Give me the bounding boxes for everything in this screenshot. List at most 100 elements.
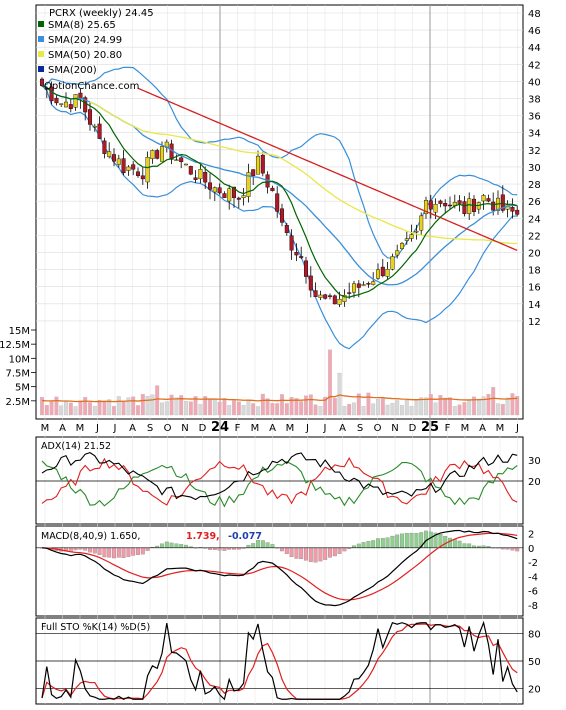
macd-histogram-bar <box>337 547 342 554</box>
volume-bar <box>376 399 380 416</box>
volume-bar <box>467 399 472 416</box>
macd-histogram-bar <box>452 539 457 548</box>
price-tick-label: 26 <box>528 197 541 208</box>
volume-bar <box>236 401 241 416</box>
macd-histogram-bar <box>395 534 400 548</box>
price-tick-label: 42 <box>528 60 541 71</box>
candle-body <box>433 203 438 213</box>
volume-bar <box>457 404 462 416</box>
macd-histogram-bar <box>323 547 328 560</box>
volume-bar <box>59 405 64 416</box>
volume-bar <box>294 398 299 416</box>
macd-histogram-bar <box>164 541 169 548</box>
candle-body <box>260 154 265 174</box>
candle-body <box>227 188 232 202</box>
macd-histogram-bar <box>179 544 184 548</box>
volume-bar <box>73 406 78 416</box>
candle-body <box>92 126 97 128</box>
macd-histogram-bar <box>140 547 145 555</box>
volume-bar <box>160 402 164 416</box>
time-tick-label: D <box>409 423 417 434</box>
volume-bar <box>409 405 414 416</box>
volume-bar <box>313 404 318 416</box>
macd-label: MACD(8,40,9) 1.650, <box>41 531 140 542</box>
macd-histogram-bar <box>404 533 409 548</box>
legend-swatch-sma8 <box>38 21 44 27</box>
price-tick-label: 40 <box>528 77 541 88</box>
candle-body <box>486 198 491 202</box>
candle-body <box>352 283 357 293</box>
candle-body <box>63 101 68 108</box>
price-tick-label: 38 <box>528 95 541 106</box>
candle-body <box>83 97 88 113</box>
volume-bar <box>179 395 184 416</box>
legend-swatch-sma20 <box>38 36 44 42</box>
macd-histogram-bar <box>371 540 376 548</box>
macd-histogram-bar <box>136 547 140 555</box>
candle-body <box>419 215 424 231</box>
legend: SMA(8) 25.65 SMA(20) 24.99 SMA(50) 20.80… <box>38 20 122 76</box>
macd-line <box>41 529 518 607</box>
volume-bar <box>491 387 496 416</box>
moving-averages <box>41 85 518 298</box>
sto-tick-label: 80 <box>528 630 541 641</box>
volume-bar <box>198 404 203 416</box>
chart-title: PCRX (weekly) 24.45 <box>49 8 154 19</box>
volume-bar <box>342 406 347 416</box>
time-tick-label: 25 <box>421 420 439 435</box>
macd-histogram-bar <box>409 532 414 548</box>
volume-bar <box>452 406 457 416</box>
price-tick-label: 32 <box>528 146 541 157</box>
candle-body <box>121 158 126 173</box>
volume-bar <box>400 405 404 416</box>
macd-histogram-bar <box>280 547 284 552</box>
volume-bar <box>443 397 448 416</box>
volume-tick-label: 7.5M <box>5 369 30 380</box>
price-tick-label: 44 <box>528 43 541 54</box>
candle-body <box>68 104 73 109</box>
price-tick-label: 28 <box>528 180 541 191</box>
macd-tick-label: 0 <box>528 544 534 555</box>
volume-bar <box>140 394 145 416</box>
volume-average-line <box>41 394 518 403</box>
volume-bar <box>68 402 73 416</box>
macd-histogram-bar <box>328 547 332 558</box>
candle-body <box>289 235 294 251</box>
macd-histogram-bar <box>116 547 121 558</box>
volume-bar <box>385 404 390 416</box>
candle-body <box>323 294 328 299</box>
candle-body <box>510 207 515 212</box>
volume-bar <box>217 401 222 416</box>
candle-body <box>481 195 486 202</box>
macd-histogram-bar <box>251 543 256 548</box>
volume-bar <box>486 394 491 416</box>
volume-bar <box>361 406 366 416</box>
time-tick-label: A <box>59 423 66 434</box>
volume-bar <box>328 349 332 416</box>
volume-bar <box>256 406 260 416</box>
volume-bar <box>107 399 112 416</box>
macd-tick-label: -8 <box>528 601 538 612</box>
volume-bar <box>112 406 116 416</box>
price-tick-label: 16 <box>528 283 541 294</box>
candle-body <box>500 194 505 211</box>
macd-histogram-bar <box>289 547 294 557</box>
volume-bar <box>64 401 68 416</box>
volume-bar <box>404 400 409 416</box>
price-tick-label: 24 <box>528 214 541 225</box>
watermark: OptionChance.com <box>44 81 139 92</box>
volume-bar <box>116 396 121 416</box>
candle-body <box>313 290 318 297</box>
macd-histogram-bar <box>145 547 150 551</box>
candle-body <box>462 201 467 214</box>
candle-body <box>428 200 433 210</box>
volume-bar <box>222 398 227 416</box>
volume-bar <box>44 405 49 416</box>
price-tick-label: 48 <box>528 9 541 20</box>
time-tick-label: M <box>496 423 505 434</box>
minus-di-line <box>41 457 518 506</box>
macd-histogram-bar <box>313 547 318 563</box>
volume-tick-label: 2.5M <box>5 397 30 408</box>
time-tick-label: F <box>235 423 241 434</box>
volume-bar <box>318 406 323 416</box>
